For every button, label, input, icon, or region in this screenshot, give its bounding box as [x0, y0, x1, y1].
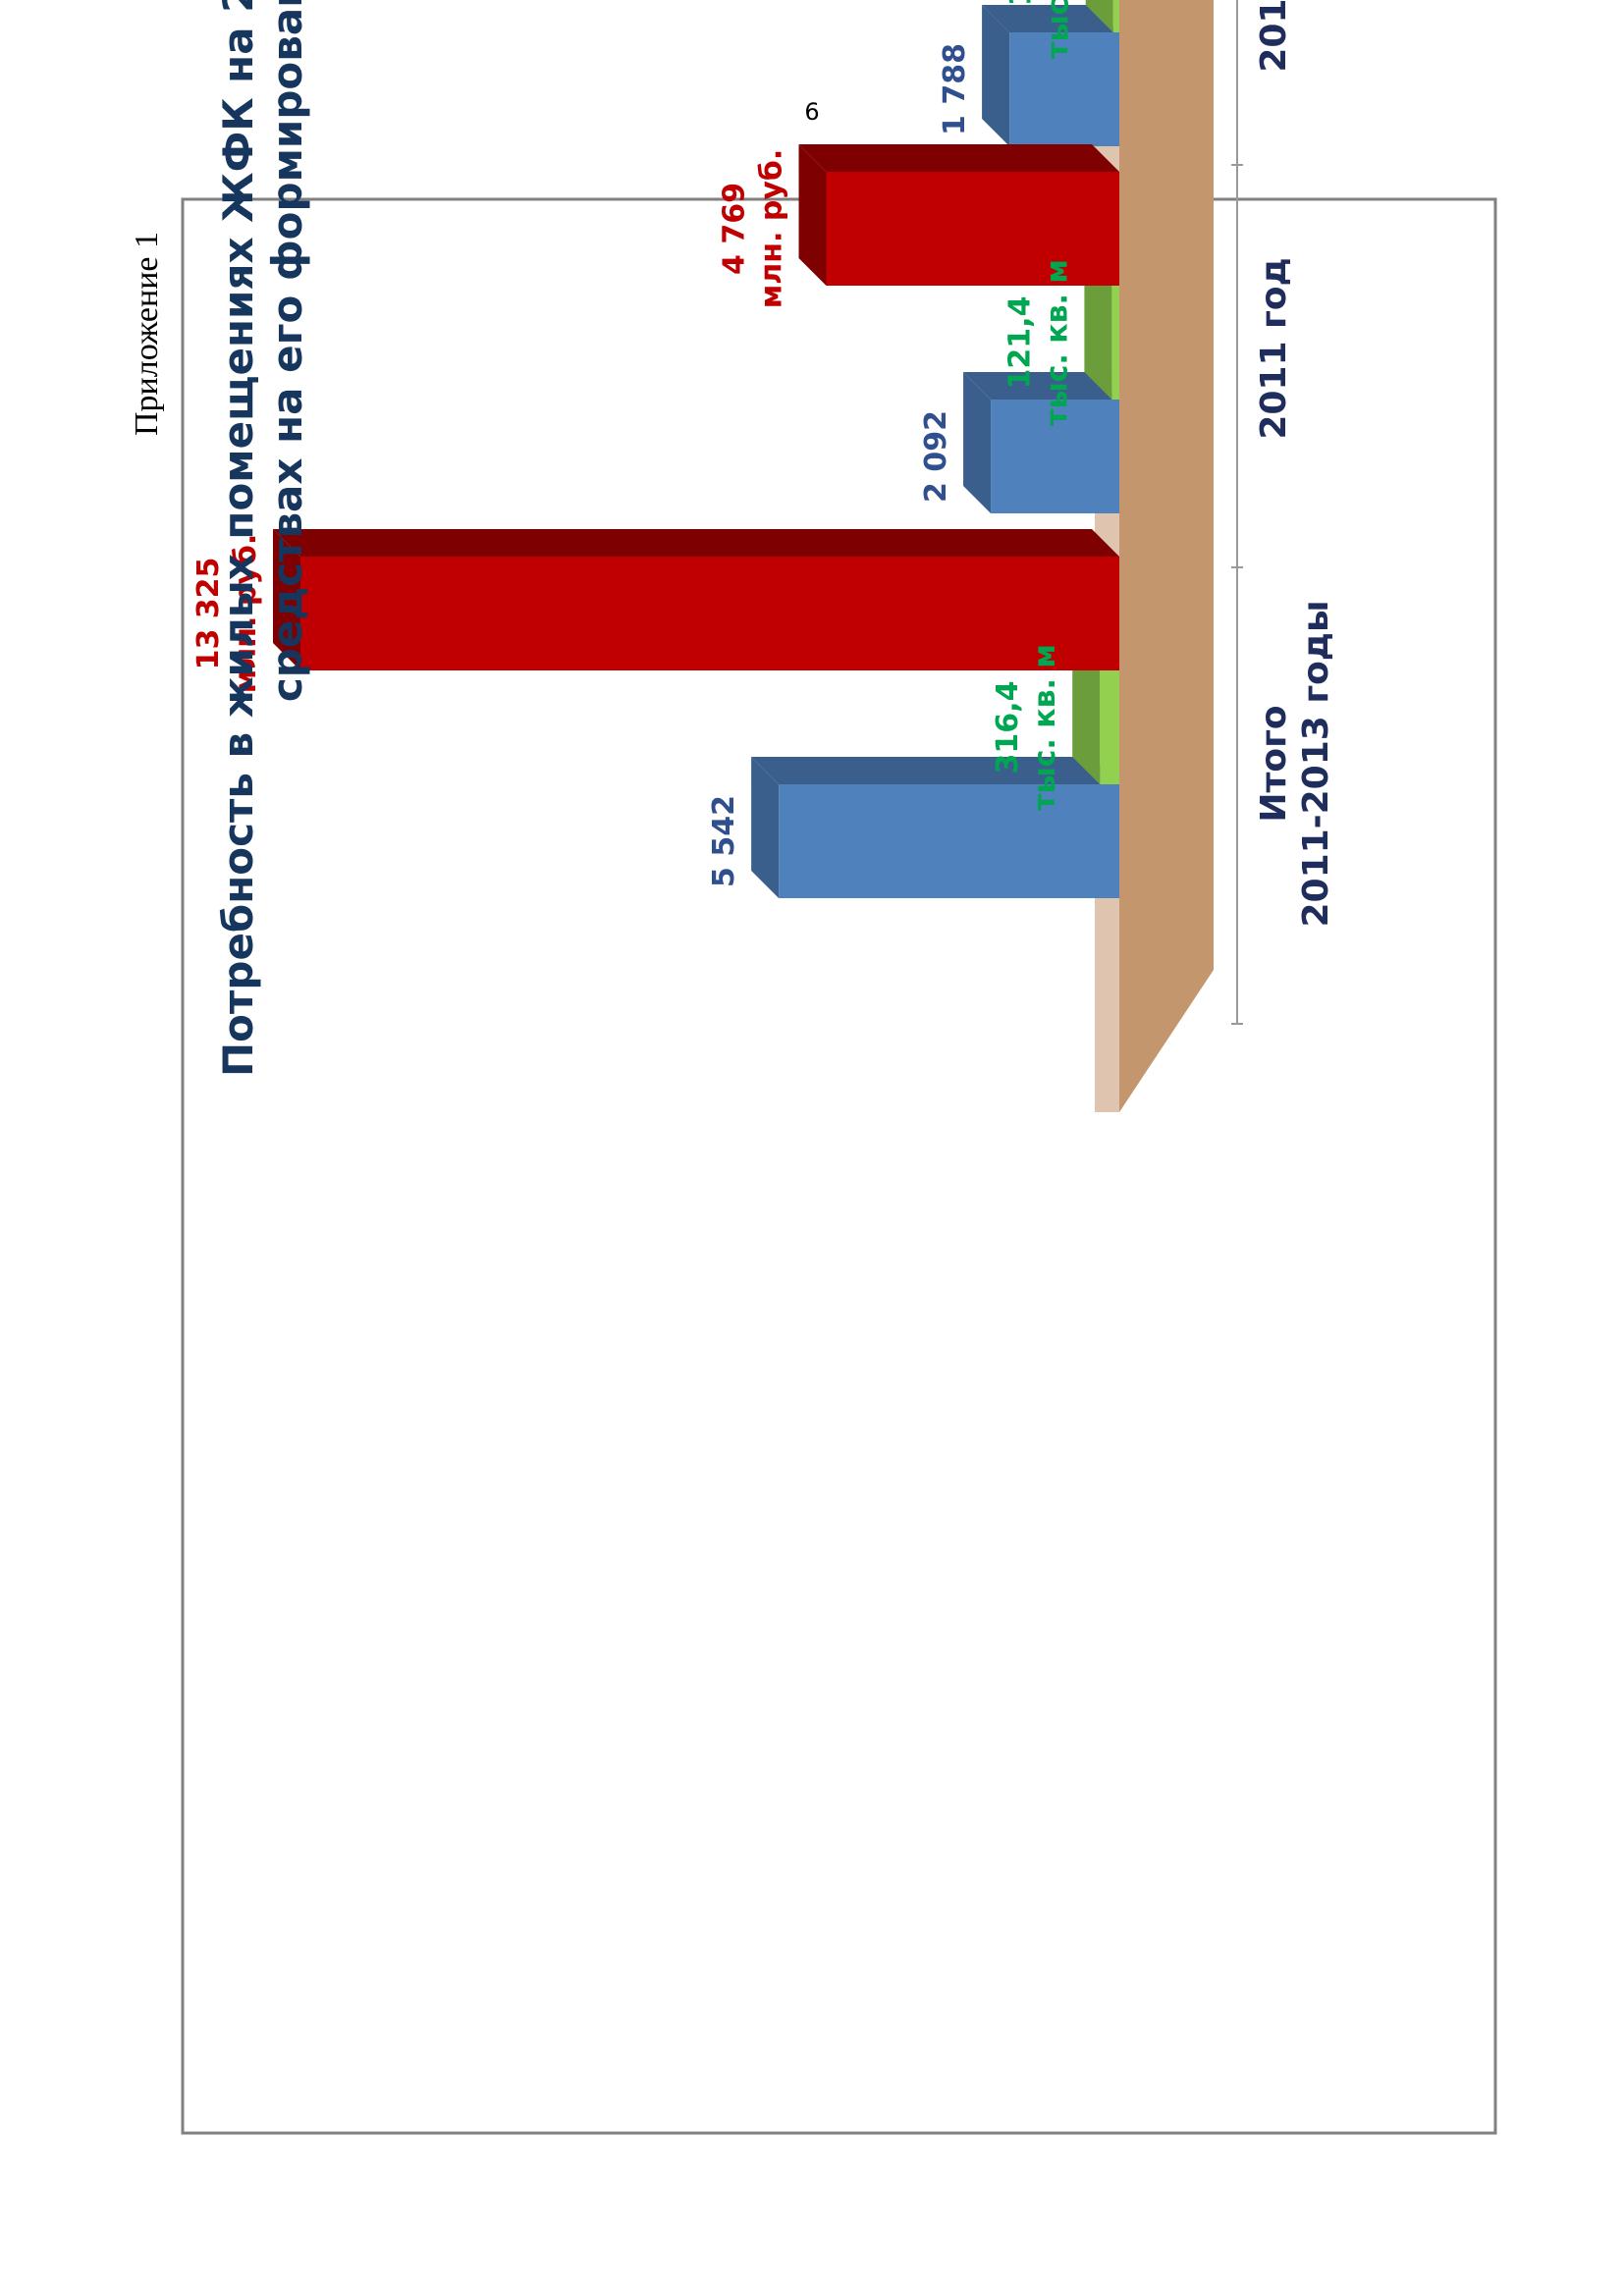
- value-label-0-1-0: 2 092: [919, 410, 953, 503]
- bar-0-1: [991, 400, 1119, 513]
- value-label-1-1-0: 121,4: [1002, 296, 1037, 390]
- value-label-2-1-1: млн. руб.: [755, 149, 789, 308]
- bar-1-1: [1111, 286, 1119, 400]
- bar-side-0-0: [751, 757, 1119, 784]
- chart-title: Потребность в жилых помещениях ЖФК на 20…: [214, 0, 311, 1077]
- chart-axis-layer: [1231, 0, 1243, 1025]
- chart-floor: [1119, 0, 1214, 1112]
- bar-2-1: [826, 172, 1120, 286]
- value-label-0-0-0: 5 542: [707, 795, 741, 887]
- bar-top-2-0: [273, 529, 300, 670]
- bar-side-0-2: [982, 5, 1119, 32]
- chart-frame: [181, 197, 1497, 2135]
- bar-2-0: [300, 557, 1119, 670]
- category-label-0-0: Итого: [1254, 705, 1294, 822]
- category-label-1-0: 2011 год: [1254, 257, 1294, 439]
- bar-top-0-2: [982, 5, 1010, 146]
- value-label-0-2-0: 1 788: [938, 43, 972, 135]
- chart-bars-layer: [273, 0, 1120, 898]
- value-label-1-0-1: тыс. кв. м: [1028, 644, 1062, 811]
- bar-top-1-1: [1084, 258, 1112, 400]
- chart-title-line-1: средствах на его формирование: [263, 0, 311, 702]
- value-label-2-0-1: млн. руб.: [229, 534, 263, 693]
- value-label-1-2-1: тыс. кв. м: [1042, 0, 1076, 59]
- page-number: 6: [804, 98, 820, 126]
- bar-side-0-1: [963, 372, 1119, 400]
- bar-top-0-1: [963, 372, 992, 513]
- bar-1-0: [1100, 670, 1119, 784]
- value-label-1-1-1: тыс. кв. м: [1040, 259, 1074, 426]
- value-label-2-1-0: 4 769: [718, 183, 752, 275]
- value-label-1-2-0: 100: [1004, 0, 1039, 6]
- value-label-1-0-0: 316,4: [991, 681, 1025, 774]
- bar-0-0: [779, 784, 1119, 898]
- bar-side-2-0: [273, 529, 1119, 557]
- bar-top-1-0: [1072, 643, 1101, 784]
- bar-1-2: [1112, 0, 1120, 32]
- category-label-0-1: 2011-2013 годы: [1296, 600, 1336, 927]
- value-label-2-0-0: 13 325: [191, 558, 226, 670]
- chart-title-line-0: Потребность в жилых помещениях ЖФК на 20…: [214, 0, 262, 1077]
- bar-top-2-1: [798, 144, 827, 286]
- bar-side-2-1: [798, 144, 1119, 172]
- category-label-2-0: 2012 год: [1254, 0, 1294, 73]
- bar-top-0-0: [751, 757, 780, 898]
- bar-0-2: [1009, 32, 1119, 146]
